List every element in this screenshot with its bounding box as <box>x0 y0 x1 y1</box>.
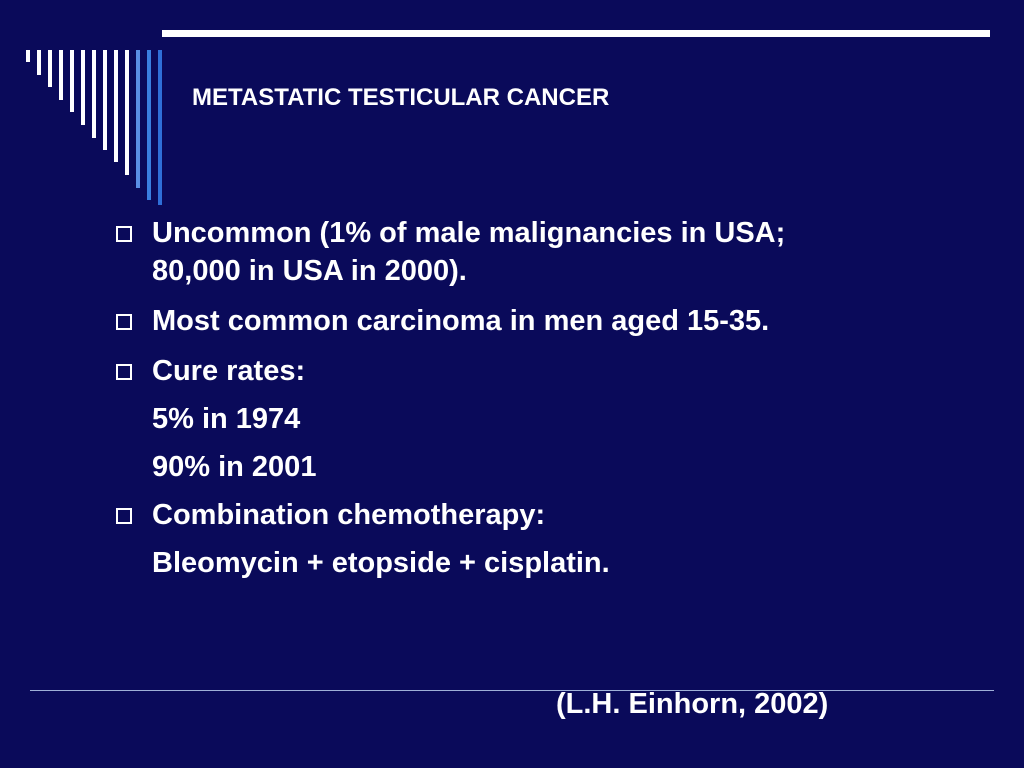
decorative-bars <box>26 50 162 205</box>
sub-text: 90% in 2001 <box>152 451 317 483</box>
bullet-list: Uncommon (1% of male malignancies in USA… <box>112 214 872 592</box>
sub-item: 90% in 2001 <box>112 448 872 486</box>
slide-title: METASTATIC TESTICULAR CANCER <box>192 84 610 111</box>
sub-item: 5% in 1974 <box>112 400 872 438</box>
bullet-text: Uncommon (1% of male malignancies in USA… <box>152 217 786 287</box>
sub-text: Bleomycin + etopside + cisplatin. <box>152 547 610 579</box>
bullet-item: Most common carcinoma in men aged 15-35. <box>112 302 872 340</box>
square-bullet-icon <box>116 226 132 242</box>
bullet-text: Cure rates: <box>152 355 306 387</box>
bottom-rule <box>30 690 994 691</box>
bullet-text: Combination chemotherapy: <box>152 499 546 531</box>
bullet-item: Combination chemotherapy: <box>112 496 872 534</box>
sub-item: Bleomycin + etopside + cisplatin. <box>112 544 872 582</box>
top-rule <box>162 30 990 37</box>
square-bullet-icon <box>116 508 132 524</box>
bullet-text: Most common carcinoma in men aged 15-35. <box>152 305 770 337</box>
citation: (L.H. Einhorn, 2002) <box>556 688 829 720</box>
sub-text: 5% in 1974 <box>152 403 301 435</box>
bullet-item: Uncommon (1% of male malignancies in USA… <box>112 214 872 290</box>
bullet-item: Cure rates: <box>112 352 872 390</box>
square-bullet-icon <box>116 364 132 380</box>
square-bullet-icon <box>116 314 132 330</box>
